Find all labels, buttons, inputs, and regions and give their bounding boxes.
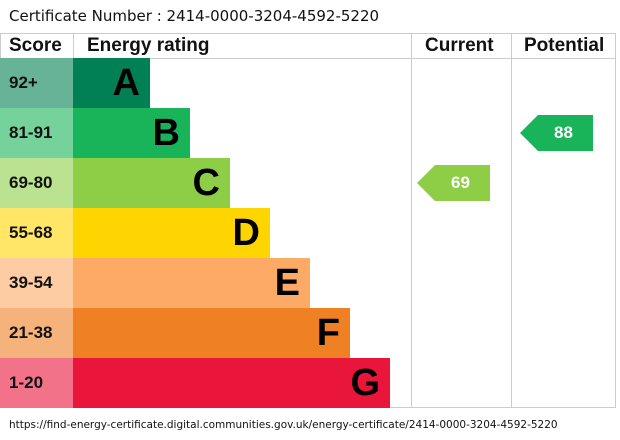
band-bar-a: A (73, 58, 150, 108)
current-rating-arrow: 69 (417, 165, 490, 201)
band-bar-d: D (73, 208, 270, 258)
score-label-d: 55-68 (0, 208, 73, 258)
header-score: Score (9, 35, 62, 56)
column-divider (511, 33, 512, 408)
band-bar-g: G (73, 358, 390, 408)
band-bar-b: B (73, 108, 190, 158)
score-label-c: 69-80 (0, 158, 73, 208)
header-potential: Potential (524, 35, 605, 56)
header-current: Current (425, 35, 494, 56)
score-label-f: 21-38 (0, 308, 73, 358)
score-label-b: 81-91 (0, 108, 73, 158)
certificate-url: https://find-energy-certificate.digital.… (9, 419, 558, 431)
score-label-e: 39-54 (0, 258, 73, 308)
score-label-a: 92+ (0, 58, 73, 108)
header-energy-rating: Energy rating (87, 35, 210, 56)
column-divider (411, 33, 412, 408)
potential-rating-arrow: 88 (520, 115, 593, 151)
band-bar-c: C (73, 158, 230, 208)
score-label-g: 1-20 (0, 358, 73, 408)
certificate-number: Certificate Number : 2414-0000-3204-4592… (9, 7, 380, 25)
header-divider (0, 58, 616, 59)
band-bar-f: F (73, 308, 350, 358)
band-bar-e: E (73, 258, 310, 308)
